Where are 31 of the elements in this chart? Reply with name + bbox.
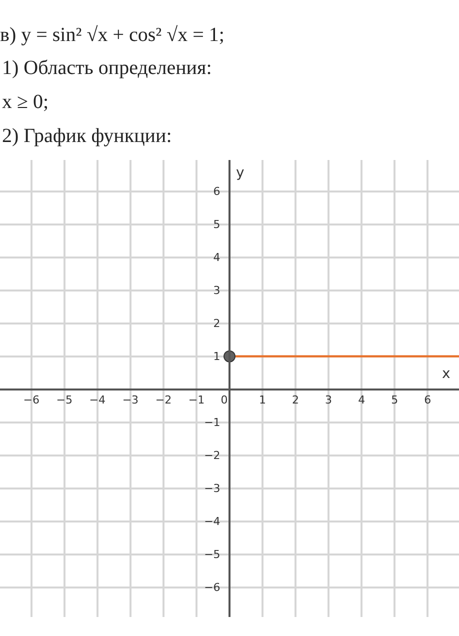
x-tick-label: −4 [89,394,106,407]
y-tick-label: −4 [204,515,220,528]
y-tick-label: −3 [204,482,220,496]
y-tick-label: 2 [213,317,220,330]
y-tick-label: −6 [204,581,220,594]
x-tick-label: 0 [220,394,238,407]
x-tick-label: 2 [292,394,300,407]
text: x ≥ 0; [2,91,49,113]
y-tick-label: −5 [204,548,220,562]
y-axis-title: y [236,165,244,181]
text: 1) Область определения: [2,57,212,79]
text: 2) График функции: [2,125,172,147]
x-tick-label: 6 [424,394,432,407]
x-tick-label: −6 [23,394,40,407]
x-tick-label: −2 [155,394,172,407]
y-tick-label: 5 [213,218,220,232]
y-tick-label: −1 [204,416,220,430]
x-tick-label: 3 [325,394,332,407]
x-axis-title: x [442,366,450,382]
y-tick-label: −2 [204,449,220,462]
x-tick-label: 4 [358,394,366,407]
x-tick-label: −1 [188,394,205,407]
y-tick-label: 3 [213,284,220,298]
chart-title: в) y = sin² √x + cos² √x = 1; [0,24,224,46]
y-tick-label: 6 [213,185,220,198]
x-tick-label: −3 [122,394,139,407]
x-tick-label: −5 [56,394,72,407]
y-tick-label: 1 [213,350,220,364]
y-tick-label: 4 [213,251,220,264]
x-tick-label: 5 [391,394,398,407]
x-tick-label: 1 [259,394,266,407]
